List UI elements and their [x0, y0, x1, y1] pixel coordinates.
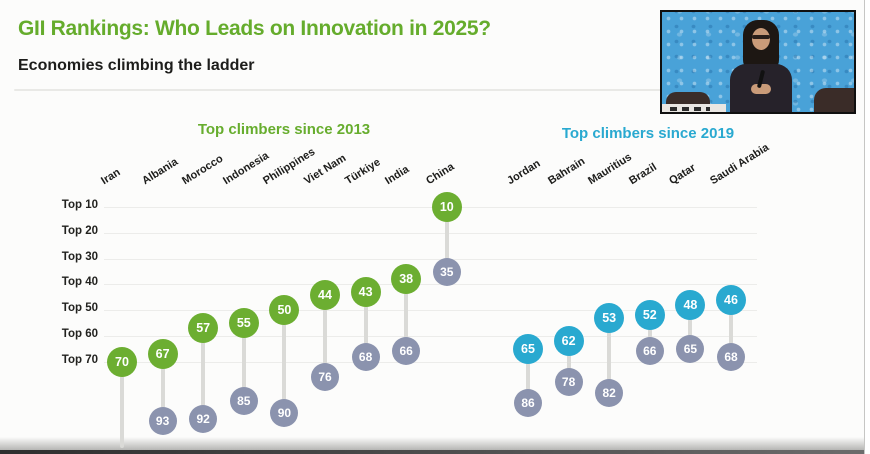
previous-rank-dot: 35 — [432, 257, 461, 286]
current-rank-dot: 65 — [513, 333, 543, 364]
country-label: Albania — [139, 155, 180, 188]
current-rank-dot: 70 — [107, 346, 137, 377]
y-axis-tick-label: Top 40 — [61, 276, 98, 289]
current-rank-dot: 44 — [310, 279, 340, 310]
previous-rank-dot: 85 — [229, 386, 258, 415]
connector-line — [607, 317, 612, 393]
previous-rank-dot: 68 — [351, 342, 380, 371]
right-edge-line — [864, 0, 865, 454]
gridline — [104, 207, 757, 208]
y-axis-tick-label: Top 30 — [61, 250, 98, 263]
current-rank-dot: 53 — [594, 302, 625, 333]
previous-rank-dot: 66 — [635, 337, 664, 366]
right-edge-margin — [865, 0, 870, 454]
country-label: Jordan — [505, 157, 543, 188]
previous-rank-dot: 86 — [514, 389, 542, 418]
previous-rank-dot: 92 — [189, 404, 218, 433]
country-label: Qatar — [667, 161, 699, 188]
speaker-hands — [751, 84, 771, 94]
country-label: Mauritius — [586, 151, 635, 188]
current-rank-dot: 57 — [188, 313, 219, 344]
previous-rank-dot: 93 — [148, 407, 177, 436]
y-axis-tick-label: Top 20 — [61, 224, 98, 237]
connector-line — [526, 348, 530, 404]
previous-rank-dot: 65 — [676, 334, 705, 363]
connector-line — [160, 354, 165, 422]
speaker-video — [660, 10, 856, 114]
current-rank-dot: 43 — [350, 277, 381, 308]
y-axis-tick-label: Top 60 — [61, 328, 98, 340]
y-axis-tick-label: Top 10 — [61, 199, 98, 211]
current-rank-dot: 46 — [716, 284, 746, 315]
page-subtitle: Economies climbing the ladder — [18, 57, 255, 74]
title-divider — [14, 89, 856, 91]
connector-line — [729, 299, 733, 357]
y-axis-tick-label: Top 50 — [61, 302, 98, 315]
current-rank-dot: 38 — [391, 264, 422, 295]
current-rank-dot: 48 — [675, 290, 706, 321]
gridline — [104, 310, 757, 312]
gridline — [104, 258, 757, 260]
speaker-face — [752, 28, 770, 50]
current-rank-dot: 62 — [553, 326, 584, 357]
previous-rank-dot: 76 — [311, 363, 339, 392]
table-mics — [670, 107, 710, 111]
previous-rank-dot: 78 — [554, 368, 583, 397]
country-label: Morocco — [180, 152, 226, 188]
connector-line — [444, 207, 449, 272]
connector-line — [363, 292, 368, 357]
connector-line — [404, 279, 409, 352]
connector-line — [282, 310, 287, 414]
country-label: Bahrain — [545, 155, 587, 188]
chair-right — [814, 88, 854, 112]
bottom-gradient — [0, 437, 870, 450]
country-label: Iran — [99, 166, 123, 188]
previous-rank-dot: 90 — [270, 399, 299, 428]
connector-line — [688, 305, 693, 349]
group-label-2019: Top climbers since 2019 — [561, 125, 735, 142]
group-label-2013: Top climbers since 2013 — [197, 121, 371, 138]
country-label: Türkiye — [342, 156, 383, 188]
connector-line — [566, 341, 571, 383]
speaker-glasses — [752, 35, 770, 39]
gridline — [104, 336, 757, 337]
country-label: Saudi Arabia — [708, 141, 772, 188]
current-rank-dot: 52 — [634, 300, 665, 331]
current-rank-dot: 55 — [228, 308, 259, 339]
country-label: India — [383, 163, 412, 188]
page-title: GII Rankings: Who Leads on Innovation in… — [18, 17, 491, 40]
gridline — [104, 284, 757, 286]
connector-line — [647, 315, 652, 352]
current-rank-dot: 67 — [147, 339, 178, 370]
connector-line — [120, 361, 124, 448]
current-rank-dot: 50 — [269, 295, 300, 326]
current-rank-dot: 10 — [431, 192, 462, 222]
bottom-dark-bar — [0, 450, 870, 454]
country-label: China — [423, 160, 457, 188]
connector-line — [201, 328, 206, 419]
previous-rank-dot: 68 — [717, 342, 745, 371]
country-label: Brazil — [626, 161, 659, 188]
previous-rank-dot: 82 — [595, 378, 624, 407]
previous-rank-dot: 66 — [392, 337, 421, 366]
connector-line — [323, 294, 327, 378]
y-axis-tick-label: Top 70 — [61, 353, 98, 366]
connector-line — [241, 323, 246, 401]
gridline — [104, 232, 757, 234]
gridline — [104, 361, 757, 363]
